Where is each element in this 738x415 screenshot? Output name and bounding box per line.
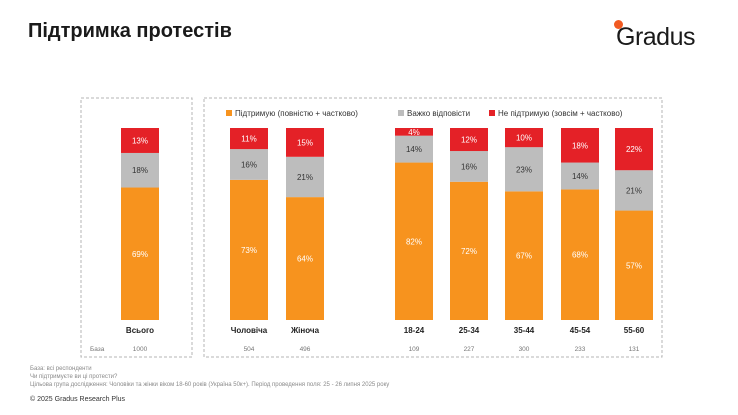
base-value: 504	[244, 346, 255, 353]
data-label: 57%	[626, 261, 642, 270]
bar-segment	[286, 197, 324, 320]
bar-segment	[505, 128, 543, 148]
bar-segment	[121, 152, 159, 188]
category-label: 18-24	[404, 326, 425, 335]
panel-segments-frame	[203, 97, 663, 358]
bar-segment	[450, 128, 488, 152]
copyright: © 2025 Gradus Research Plus	[30, 396, 126, 403]
legend-label: Підтримую (повністю + частково)	[235, 109, 358, 118]
bar-segment	[230, 128, 268, 150]
bar-segment	[450, 181, 488, 320]
bar-segment	[121, 187, 159, 320]
category-label: Всього	[126, 326, 154, 335]
data-label: 68%	[572, 251, 588, 260]
bar-segment	[286, 156, 324, 198]
base-value: 109	[409, 346, 420, 353]
bar-segment	[561, 189, 599, 320]
legend-label: Не підтримую (зовсім + частково)	[498, 109, 623, 118]
data-label: 14%	[572, 172, 588, 181]
bar-segment	[395, 135, 433, 163]
data-label: 16%	[461, 162, 477, 171]
base-value: 233	[575, 346, 586, 353]
gradus-logo: Gradus	[612, 18, 695, 52]
data-label: 72%	[461, 247, 477, 256]
data-label: 64%	[297, 255, 313, 264]
data-label: 4%	[408, 128, 420, 137]
base-value: 131	[629, 346, 640, 353]
legend-swatch	[489, 110, 495, 116]
bar-segment	[615, 210, 653, 320]
bar-segment	[230, 179, 268, 320]
category-label: 55-60	[624, 326, 645, 335]
base-value: 1000	[133, 346, 148, 353]
footer-question: Чи підтримуєте ви ці протести?	[30, 374, 118, 380]
footer-target-group: Цільова група дослідження: Чоловіки та ж…	[30, 382, 390, 388]
footer-base-note: База: всі респонденти	[30, 366, 92, 372]
category-label: Чоловіча	[231, 326, 268, 335]
bar-segment	[450, 151, 488, 182]
data-label: 82%	[406, 237, 422, 246]
bar-segment	[561, 162, 599, 190]
data-label: 13%	[132, 136, 148, 145]
data-label: 22%	[626, 145, 642, 154]
base-value: 300	[519, 346, 530, 353]
bar-segment	[615, 170, 653, 211]
category-label: 45-54	[570, 326, 591, 335]
data-label: 14%	[406, 145, 422, 154]
bar-segment	[286, 128, 324, 157]
bar-segment	[395, 128, 433, 136]
data-label: 18%	[572, 141, 588, 150]
legend-swatch	[398, 110, 404, 116]
data-label: 21%	[626, 186, 642, 195]
base-value: 496	[300, 346, 311, 353]
data-label: 67%	[516, 252, 532, 261]
legend-label: Важко відповісти	[407, 109, 470, 118]
bar-segment	[505, 191, 543, 320]
bar-segment	[505, 147, 543, 192]
panel-total-frame	[80, 97, 193, 358]
category-label: 25-34	[459, 326, 480, 335]
base-label: База	[90, 346, 105, 353]
data-label: 10%	[516, 134, 532, 143]
bar-segment	[230, 149, 268, 180]
data-label: 73%	[241, 246, 257, 255]
data-label: 11%	[241, 135, 256, 144]
category-label: Жіноча	[290, 326, 320, 335]
bar-segment	[121, 128, 159, 153]
category-label: 35-44	[514, 326, 535, 335]
bar-segment	[561, 128, 599, 163]
data-label: 23%	[516, 165, 532, 174]
data-label: 21%	[297, 173, 313, 182]
data-label: 18%	[132, 166, 148, 175]
legend-swatch	[226, 110, 232, 116]
logo-wordmark: Gradus	[616, 23, 695, 51]
logo-dot-icon	[614, 20, 623, 29]
base-value: 227	[464, 346, 475, 353]
data-label: 16%	[241, 160, 257, 169]
bar-segment	[615, 128, 653, 171]
data-label: 15%	[297, 138, 313, 147]
data-label: 69%	[132, 250, 148, 259]
page-title: Підтримка протестів	[28, 20, 232, 42]
data-label: 12%	[461, 136, 477, 145]
bar-segment	[395, 162, 433, 320]
